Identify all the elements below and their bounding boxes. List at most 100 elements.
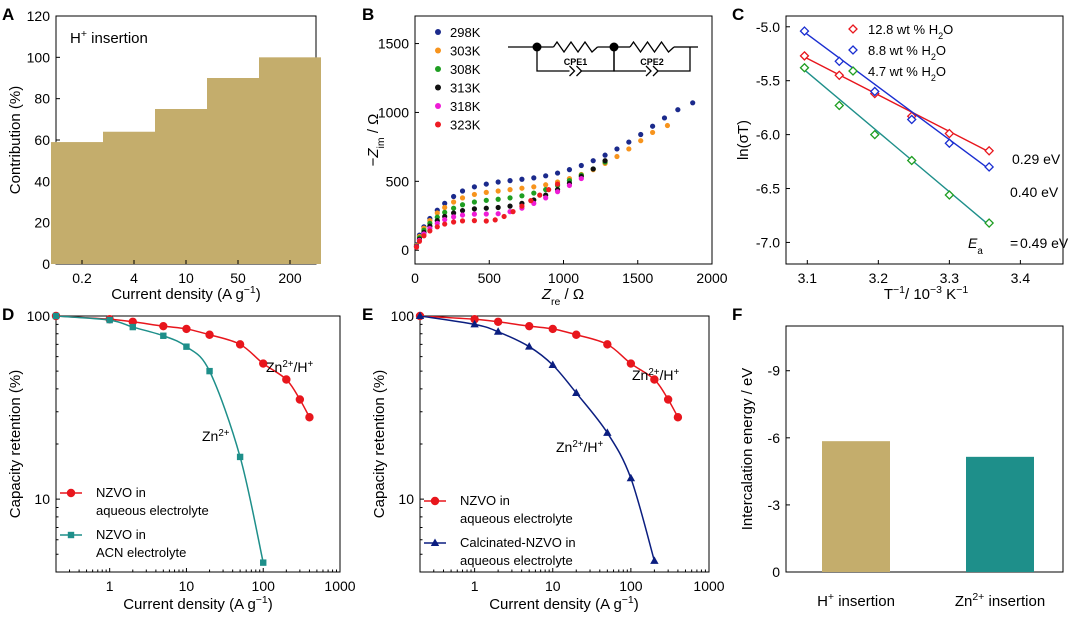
panel-b-circuit-cpe [569, 65, 576, 77]
panel-c-legend-marker [848, 24, 858, 34]
panel-b-point-298K [554, 170, 561, 176]
panel-e-point [493, 317, 503, 326]
panel-e-point [470, 319, 479, 328]
panel-f-xtick-label: Zn2+ insertion [955, 591, 1045, 610]
panel-b-point-318K [442, 217, 448, 223]
panel-b-point-323K [421, 233, 427, 239]
panel-b-point-313K [451, 210, 457, 216]
panel-e-ytick-label: 100 [391, 308, 415, 324]
panel-d-point [260, 559, 267, 566]
panel-d-point [160, 332, 167, 339]
panel-c-point [984, 162, 995, 172]
panel-d-ylabel: Capacity retention (%) [7, 370, 24, 518]
panel-b-legend-marker [435, 121, 441, 128]
panel-e-point [626, 359, 636, 368]
panel-label-a: A [2, 5, 14, 24]
panel-c-point [834, 70, 845, 81]
panel-a-xtick-label: 0.2 [72, 270, 92, 286]
panel-b-point-298K [531, 175, 537, 181]
panel-label-e: E [362, 305, 373, 324]
panel-c-xtick-label: 3.2 [869, 270, 889, 286]
panel-b-point-298K [451, 193, 457, 200]
panel-c-legend-label: 12.8 wt % H2O [868, 22, 953, 41]
panel-b-point-323K [537, 192, 543, 198]
panel-e-point [548, 360, 557, 369]
panel-d-point [295, 395, 305, 404]
panel-b-point-303K [471, 191, 477, 198]
panel-e-legend-label: NZVO in [460, 493, 510, 508]
panel-e-xtick-label: 1000 [693, 578, 724, 594]
panel-f-ytick-label: 0 [772, 564, 780, 580]
panel-b-point-308K [495, 196, 501, 202]
panel-b-point-303K [483, 189, 489, 195]
panel-a-ytick-label: 80 [34, 91, 50, 107]
panel-e-point [548, 324, 557, 334]
panel-b-point-308K [442, 209, 448, 215]
panel-e-point [650, 556, 659, 564]
panel-b-ytick-label: 1500 [378, 36, 409, 52]
panel-b-point-298K [442, 200, 448, 206]
panel-a-ytick-label: 0 [42, 256, 50, 272]
panel-e-point [673, 413, 683, 422]
panel-d-xlabel: Current density (A g−1) [123, 594, 273, 613]
panel-b-point-318K [578, 175, 584, 182]
panel-b-circuit-resistor [552, 40, 598, 54]
panel-e-point [525, 342, 534, 350]
panel-d-point [235, 340, 245, 349]
panel-b-point-313K [507, 203, 513, 209]
panel-d-point [259, 359, 268, 368]
panel-a-ytick-label: 120 [27, 8, 51, 24]
panel-b-point-308K [483, 197, 489, 203]
panel-a-bar [51, 142, 113, 264]
panel-b-legend-label: 308K [450, 62, 481, 77]
panel-e-legend-label: aqueous electrolyte [460, 553, 573, 568]
panel-b-point-298K [650, 123, 656, 129]
panel-b-legend-marker [435, 84, 441, 91]
panel-c-point [906, 114, 917, 125]
panel-f-bar [822, 441, 890, 572]
panel-e-xtick-label: 10 [545, 578, 561, 594]
panel-d-point [305, 413, 314, 422]
panel-b-point-303K [495, 188, 501, 194]
panel-b-legend-label: 313K [450, 81, 481, 96]
panel-b-circuit-label: CPE2 [640, 57, 664, 67]
panel-d-point [236, 453, 244, 461]
panel-b-point-313K [459, 207, 466, 214]
panel-b-circuit-wire [536, 47, 570, 72]
panel-a-ytick-label: 20 [34, 215, 50, 231]
panel-c-point [944, 138, 955, 149]
panel-f-ylabel: Intercalation energy / eV [739, 368, 756, 531]
panel-b-point-318K [566, 182, 573, 189]
panel-d-point [206, 367, 213, 375]
panel-d-point [52, 312, 60, 320]
panel-b-circuit-cpe [645, 65, 652, 77]
panel-b-point-323K [471, 218, 477, 224]
panel-a-bar [207, 78, 269, 264]
panel-b-point-303K [543, 182, 549, 188]
panel-c-point [799, 50, 810, 61]
panel-c-xtick-label: 3.1 [798, 270, 818, 286]
panel-b-point-298K [638, 131, 644, 138]
panel-d-point [182, 324, 191, 334]
panel-c-ytick-label: -5.5 [756, 73, 780, 89]
panel-d-annotation: Zn2+ [202, 428, 230, 445]
panel-b-point-303K [626, 146, 632, 152]
panel-b-point-298K [459, 188, 466, 194]
panel-c-ytick-label: -6.0 [756, 127, 780, 143]
panel-c-fit-line [804, 56, 990, 153]
panel-a-bar-chart: 0 20 40 60 80 100 120 0.2 4 10 50 200 H+ insertion Cu… [7, 8, 321, 303]
panel-b-point-298K [661, 115, 668, 121]
panel-b-point-303K [614, 153, 620, 160]
panel-c-fit-line [804, 31, 990, 170]
panel-d-legend-label: NZVO in [96, 485, 146, 500]
panel-label-b: B [362, 5, 374, 24]
panel-b-point-313K [602, 158, 608, 164]
panel-c-annotation-teal: 0.49 eV [1020, 235, 1069, 251]
panel-b-point-313K [590, 166, 596, 172]
panel-d-ytick-label: 100 [27, 308, 51, 324]
panel-b-point-303K [531, 184, 537, 190]
panel-b-point-313K [471, 206, 477, 212]
panel-b-point-298K [507, 178, 513, 184]
panel-b-legend-label: 318K [450, 99, 481, 114]
